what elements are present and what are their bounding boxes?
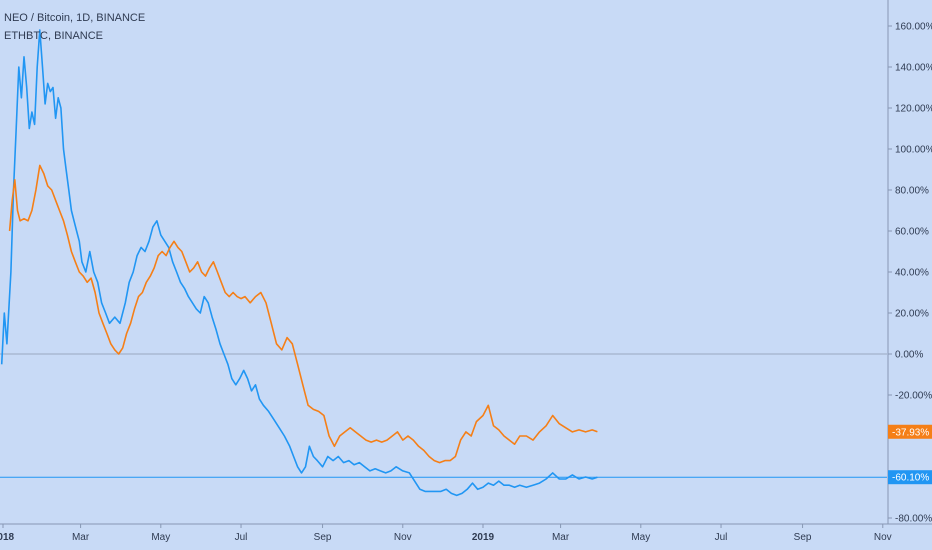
y-tick-label: 80.00% [895,186,929,197]
x-tick-label: May [151,532,170,543]
y-tick-label: -80.00% [895,514,932,525]
x-tick-label: 2018 [0,532,15,543]
x-tick-label: Jul [235,532,248,543]
last-value-badge-neo-btc [888,470,932,485]
chart-legend: NEO / Bitcoin, 1D, BINANCE ETHBTC, BINAN… [4,9,145,45]
y-tick-label: 60.00% [895,227,929,238]
series-line-neo-btc [0,29,598,497]
y-tick-label: 20.00% [895,309,929,320]
y-tick-label: 140.00% [895,63,932,74]
y-tick-label: 40.00% [895,268,929,279]
x-tick-label: Mar [72,532,90,543]
x-tick-label: 2019 [472,532,495,543]
x-tick-label: Jul [715,532,728,543]
x-tick-label: Sep [794,532,812,543]
y-tick-label: 100.00% [895,145,932,156]
legend-compare-symbol[interactable]: ETHBTC, BINANCE [4,30,104,42]
y-tick-label: 0.00% [895,350,923,361]
x-tick-label: Mar [552,532,570,543]
y-tick-label: -20.00% [895,391,932,402]
x-tick-label: May [631,532,650,543]
x-tick-label: Nov [394,532,412,543]
last-value-badges: -60.10% -37.93% [888,424,932,485]
time-axis[interactable]: 2018 Mar May Jul Sep Nov 2019 Mar May Jul Sep Nov [0,523,932,543]
last-value-badge-eth-btc [888,424,932,439]
y-tick-label: 160.00% [895,22,932,33]
last-value-label-neo-btc: -60.10% [892,473,929,484]
legend-main-symbol[interactable]: NEO / Bitcoin, 1D, BINANCE [4,12,146,24]
price-axis[interactable]: 160.00% 140.00% 120.00% 100.00% 80.00% 60.00%… [887,0,932,525]
last-value-label-eth-btc: -37.93% [892,427,929,438]
series-line-eth-btc [8,164,598,464]
series-layer [0,29,598,497]
x-tick-label: Sep [314,532,332,543]
y-tick-label: 120.00% [895,104,932,115]
x-tick-label: Nov [874,532,892,543]
grid-layer [0,353,887,478]
